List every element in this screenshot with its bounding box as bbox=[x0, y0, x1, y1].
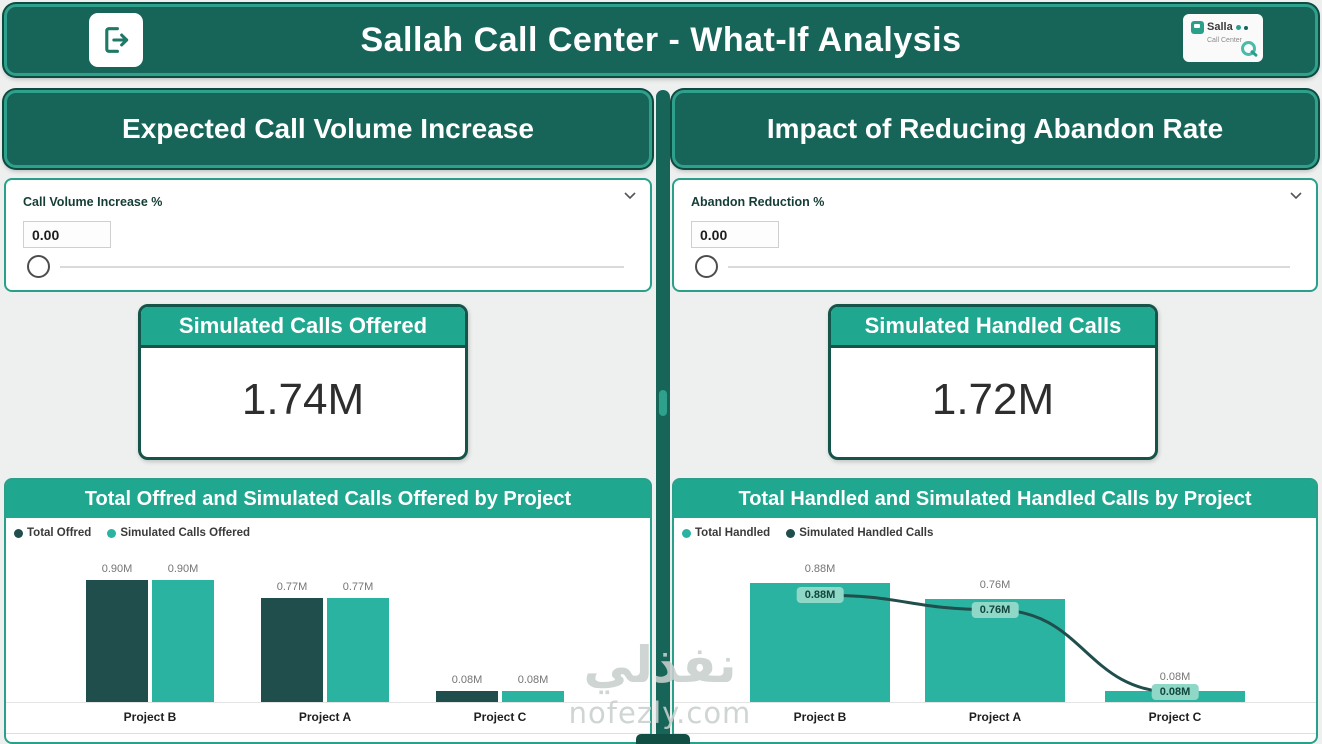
chart-footer-line bbox=[674, 733, 1316, 734]
chart-handled-calls-by-project: Total Handled and Simulated Handled Call… bbox=[672, 478, 1318, 744]
salla-logo: Salla Call Center bbox=[1183, 14, 1263, 62]
category-label-project-a: Project A bbox=[298, 710, 352, 724]
abandon-reduction-slider-track[interactable] bbox=[728, 266, 1290, 268]
bar-value-label: 0.90M bbox=[101, 563, 133, 575]
chart-plot-area: 0.90M 0.90M 0.77M 0.77M 0.08M 0.08M bbox=[6, 550, 650, 702]
divider-bottom-tab[interactable] bbox=[636, 734, 690, 744]
bar-simulated-calls-offered-project-b[interactable] bbox=[152, 580, 214, 702]
exit-button[interactable] bbox=[89, 13, 143, 67]
kpi-title: Simulated Calls Offered bbox=[141, 307, 465, 348]
kpi-simulated-handled-calls: Simulated Handled Calls 1.72M bbox=[828, 304, 1158, 460]
door-exit-icon bbox=[105, 27, 129, 53]
bar-value-label: 0.08M bbox=[451, 674, 483, 686]
page-title: Sallah Call Center - What-If Analysis bbox=[360, 20, 962, 59]
legend-label: Total Offred bbox=[27, 527, 92, 539]
simulated-handled-line[interactable] bbox=[674, 550, 1316, 702]
chevron-down-icon[interactable] bbox=[624, 192, 636, 200]
legend-label: Simulated Handled Calls bbox=[799, 527, 934, 539]
legend-dot bbox=[786, 528, 796, 538]
chart-title: Total Offred and Simulated Calls Offered… bbox=[6, 480, 650, 518]
category-label-project-c: Project C bbox=[1148, 710, 1202, 724]
chart-legend: Total Offred Simulated Calls Offered bbox=[14, 527, 250, 539]
legend-item-total-offred[interactable]: Total Offred bbox=[14, 527, 91, 539]
kpi-value: 1.74M bbox=[241, 375, 365, 424]
section-title-call-volume: Expected Call Volume Increase bbox=[4, 90, 652, 168]
bar-value-label: 0.08M bbox=[1159, 671, 1191, 683]
category-label-project-b: Project B bbox=[123, 710, 177, 724]
call-volume-slider-handle[interactable] bbox=[27, 255, 50, 278]
kpi-title: Simulated Handled Calls bbox=[831, 307, 1155, 348]
bar-value-label: 0.77M bbox=[342, 581, 374, 593]
chart-legend: Total Handled Simulated Handled Calls bbox=[682, 527, 933, 539]
magnifier-icon bbox=[1241, 41, 1256, 56]
abandon-reduction-input[interactable] bbox=[691, 221, 779, 248]
chevron-down-icon[interactable] bbox=[1290, 192, 1302, 200]
section-title-abandon-rate: Impact of Reducing Abandon Rate bbox=[672, 90, 1318, 168]
legend-dot bbox=[14, 528, 23, 538]
abandon-reduction-slider-handle[interactable] bbox=[695, 255, 718, 278]
salla-logo-subtext: Call Center bbox=[1207, 37, 1243, 44]
call-volume-input[interactable] bbox=[23, 221, 111, 248]
category-label-project-a: Project A bbox=[968, 710, 1022, 724]
kpi-simulated-calls-offered: Simulated Calls Offered 1.74M bbox=[138, 304, 468, 460]
x-axis-line bbox=[674, 702, 1316, 703]
app-header: Sallah Call Center - What-If Analysis Sa… bbox=[4, 4, 1318, 76]
legend-dot bbox=[682, 528, 691, 538]
category-label-project-c: Project C bbox=[473, 710, 527, 724]
bar-value-label: 0.76M bbox=[979, 579, 1011, 591]
bar-value-label: 0.90M bbox=[167, 563, 199, 575]
legend-label: Total Handled bbox=[695, 527, 771, 539]
bar-value-label: 0.08M bbox=[517, 674, 549, 686]
line-data-label-project-b: 0.88M bbox=[796, 587, 844, 604]
salla-logo-text: Salla bbox=[1207, 21, 1233, 33]
section-title-text: Expected Call Volume Increase bbox=[122, 113, 534, 144]
section-title-text: Impact of Reducing Abandon Rate bbox=[766, 113, 1224, 144]
bar-value-label: 0.88M bbox=[804, 563, 836, 575]
logo-dot-icon bbox=[1243, 25, 1248, 30]
legend-dot bbox=[107, 528, 117, 538]
bar-total-offred-project-b[interactable] bbox=[86, 580, 148, 702]
category-label-project-b: Project B bbox=[793, 710, 847, 724]
bar-total-offred-project-a[interactable] bbox=[261, 598, 323, 702]
param-label: Call Volume Increase % bbox=[23, 195, 163, 209]
kpi-value: 1.72M bbox=[931, 375, 1055, 424]
bar-value-label: 0.77M bbox=[276, 581, 308, 593]
column-divider bbox=[656, 90, 670, 744]
chart-title: Total Handled and Simulated Handled Call… bbox=[674, 480, 1316, 518]
divider-drag-handle[interactable] bbox=[659, 390, 667, 416]
legend-item-total-handled[interactable]: Total Handled bbox=[682, 527, 770, 539]
legend-label: Simulated Calls Offered bbox=[120, 527, 251, 539]
salla-logo-row: Salla bbox=[1191, 21, 1257, 34]
x-axis-line bbox=[6, 702, 650, 703]
param-label: Abandon Reduction % bbox=[691, 195, 825, 209]
legend-item-simulated-handled-calls[interactable]: Simulated Handled Calls bbox=[786, 527, 933, 539]
line-data-label-project-a: 0.76M bbox=[971, 601, 1019, 618]
chart-calls-offered-by-project: Total Offred and Simulated Calls Offered… bbox=[4, 478, 652, 744]
bar-simulated-calls-offered-project-a[interactable] bbox=[327, 598, 389, 702]
chat-bubble-icon bbox=[1191, 21, 1204, 34]
legend-item-simulated-calls-offered[interactable]: Simulated Calls Offered bbox=[107, 527, 250, 539]
chart-plot-area: 0.88M 0.76M 0.08M 0.88M 0.76M 0.08M bbox=[674, 550, 1316, 702]
call-volume-parameter-card: Call Volume Increase % bbox=[4, 178, 652, 292]
abandon-reduction-parameter-card: Abandon Reduction % bbox=[672, 178, 1318, 292]
line-data-label-project-c: 0.08M bbox=[1151, 684, 1199, 701]
logo-dot-icon bbox=[1235, 25, 1241, 30]
bar-total-offred-project-c[interactable] bbox=[436, 691, 498, 702]
call-volume-slider-track[interactable] bbox=[60, 266, 624, 268]
chart-footer-line bbox=[6, 733, 650, 734]
bar-simulated-calls-offered-project-c[interactable] bbox=[502, 691, 564, 702]
